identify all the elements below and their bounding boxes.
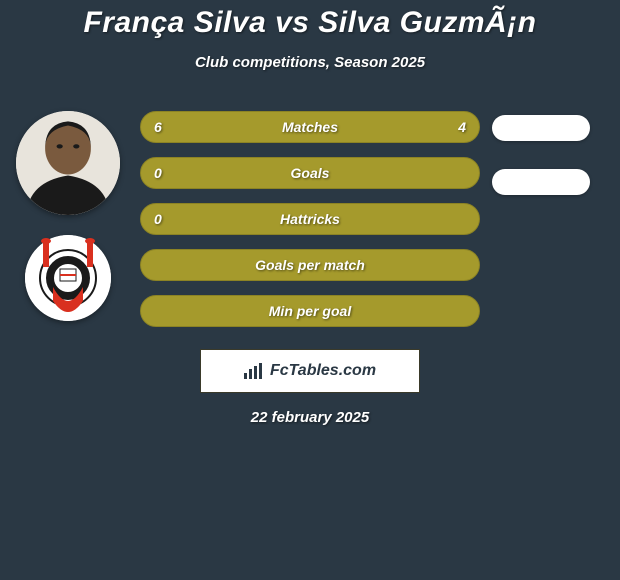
stat-left-value: 0: [154, 157, 162, 189]
comparison-content: Matches64Goals0Hattricks0Goals per match…: [0, 111, 620, 327]
comparison-pill: [492, 115, 590, 141]
stat-left-value: 0: [154, 203, 162, 235]
stat-row: Min per goal: [140, 295, 480, 327]
stat-row: Goals0: [140, 157, 480, 189]
bars-icon: [244, 363, 264, 379]
stat-row: Matches6 4: [140, 111, 480, 143]
stat-label: Min per goal: [140, 295, 480, 327]
club-badge: [25, 235, 111, 321]
comparison-pill: [492, 169, 590, 195]
stat-label: Goals per match: [140, 249, 480, 281]
stat-left-value: 6: [154, 111, 162, 143]
subtitle: Club competitions, Season 2025: [0, 54, 620, 71]
stat-label: Hattricks: [140, 203, 480, 235]
club-crest-icon: [25, 235, 111, 321]
avatar-column: [8, 111, 128, 321]
stat-label: Matches: [140, 111, 480, 143]
stat-row: Hattricks0: [140, 203, 480, 235]
logo-text: FcTables.com: [270, 362, 376, 380]
stat-right-value: 4: [458, 111, 466, 143]
player-avatar: [16, 111, 120, 215]
stat-row: Goals per match: [140, 249, 480, 281]
stat-label: Goals: [140, 157, 480, 189]
stat-bars: Matches64Goals0Hattricks0Goals per match…: [140, 111, 480, 327]
person-icon: [16, 111, 120, 215]
right-pill-column: [492, 115, 590, 195]
page-title: França Silva vs Silva GuzmÃ¡n: [0, 0, 620, 40]
date-label: 22 february 2025: [0, 409, 620, 426]
source-logo: FcTables.com: [200, 349, 420, 393]
